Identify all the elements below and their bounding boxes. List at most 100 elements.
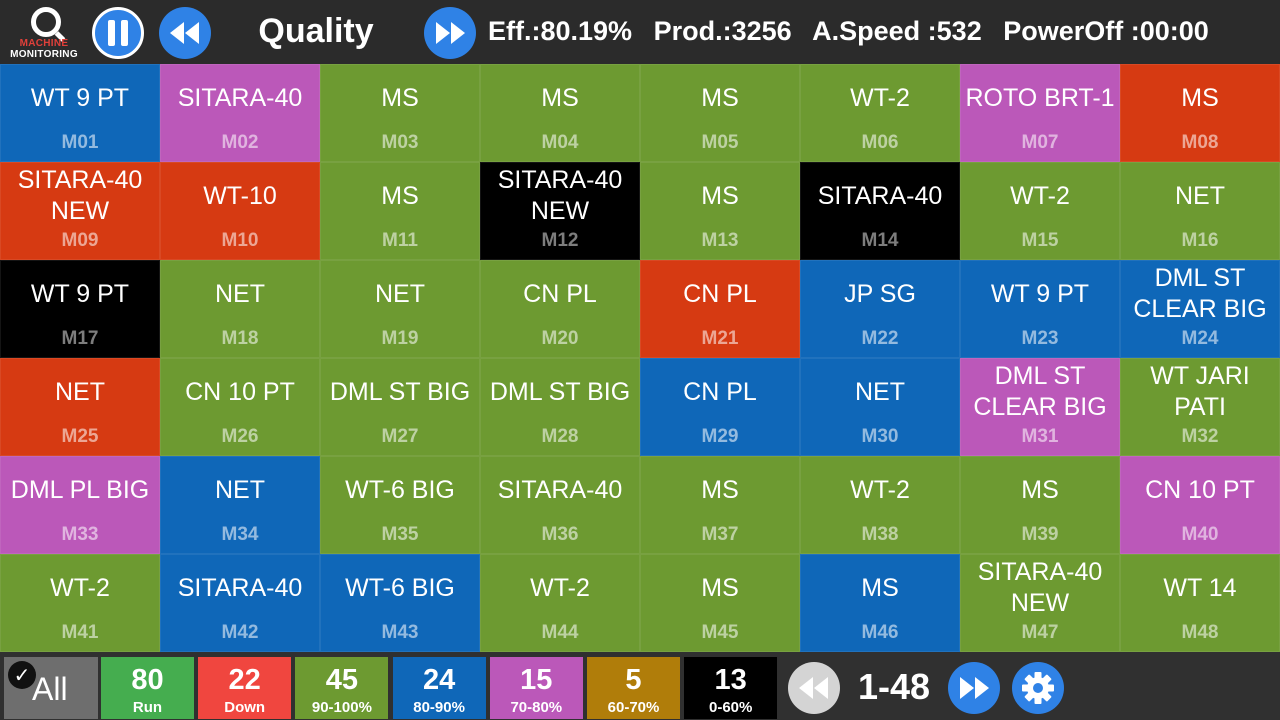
machine-product-name: MS — [1181, 83, 1219, 112]
machine-tile[interactable]: DML ST BIG M27 — [320, 358, 480, 456]
filter-count: 13 — [714, 664, 747, 696]
view-title: Quality — [258, 12, 374, 50]
pause-button[interactable] — [92, 7, 144, 59]
machine-product-name: SITARA-40 NEW — [497, 166, 623, 225]
machine-product-name: MS — [381, 83, 419, 112]
machine-tile[interactable]: NET M16 — [1120, 162, 1280, 260]
machine-tile[interactable]: WT-2 M38 — [800, 456, 960, 554]
machine-tile[interactable]: MS M46 — [800, 554, 960, 652]
check-icon: ✓ — [8, 661, 36, 689]
machine-product-name: DML ST CLEAR BIG — [1133, 264, 1267, 323]
machine-tile[interactable]: WT 14 M48 — [1120, 554, 1280, 652]
status-filter-button[interactable]: 80 Run — [101, 657, 194, 719]
machine-tile[interactable]: NET M18 — [160, 260, 320, 358]
filter-label: 70-80% — [510, 699, 563, 716]
power-off-stat: PowerOff :00:00 — [1003, 16, 1209, 46]
machine-id: M14 — [861, 230, 899, 251]
machine-tile[interactable]: MS M08 — [1120, 64, 1280, 162]
status-filter-button[interactable]: 5 60-70% — [587, 657, 680, 719]
machine-tile[interactable]: SITARA-40 M42 — [160, 554, 320, 652]
rewind-icon — [799, 677, 828, 699]
machine-tile[interactable]: CN PL M29 — [640, 358, 800, 456]
machine-tile[interactable]: SITARA-40 NEW M09 — [0, 162, 160, 260]
machine-tile[interactable]: MS M11 — [320, 162, 480, 260]
status-filter-button[interactable]: 22 Down — [198, 657, 292, 719]
machine-id: M02 — [221, 132, 259, 153]
machine-id: M42 — [221, 622, 259, 643]
top-bar: MACHINE MONITORING Quality Eff.:80.19% P… — [0, 0, 1280, 64]
machine-tile[interactable]: WT-2 M06 — [800, 64, 960, 162]
machine-tile[interactable]: ROTO BRT-1 M07 — [960, 64, 1120, 162]
machine-tile[interactable]: WT-2 M41 — [0, 554, 160, 652]
machine-tile[interactable]: JP SG M22 — [800, 260, 960, 358]
machine-tile[interactable]: MS M13 — [640, 162, 800, 260]
machine-tile[interactable]: DML PL BIG M33 — [0, 456, 160, 554]
machine-tile[interactable]: MS M45 — [640, 554, 800, 652]
machine-tile[interactable]: NET M34 — [160, 456, 320, 554]
machine-tile[interactable]: WT-2 M44 — [480, 554, 640, 652]
machine-tile[interactable]: WT-2 M15 — [960, 162, 1120, 260]
machine-tile[interactable]: NET M30 — [800, 358, 960, 456]
machine-tile[interactable]: DML ST BIG M28 — [480, 358, 640, 456]
machine-tile[interactable]: WT 9 PT M23 — [960, 260, 1120, 358]
machine-tile[interactable]: WT-10 M10 — [160, 162, 320, 260]
machine-tile[interactable]: WT-6 BIG M43 — [320, 554, 480, 652]
machine-tile[interactable]: MS M37 — [640, 456, 800, 554]
machine-tile[interactable]: SITARA-40 M36 — [480, 456, 640, 554]
filter-count: 15 — [520, 664, 553, 696]
machine-tile[interactable]: WT JARI PATI M32 — [1120, 358, 1280, 456]
machine-tile[interactable]: MS M03 — [320, 64, 480, 162]
machine-product-name: MS — [541, 83, 579, 112]
machine-id: M36 — [541, 524, 579, 545]
machine-id: M04 — [541, 132, 579, 153]
filter-label: 80-90% — [413, 699, 465, 716]
status-filter-button[interactable]: 45 90-100% — [295, 657, 389, 719]
machine-tile[interactable]: WT 9 PT M01 — [0, 64, 160, 162]
machine-tile[interactable]: DML ST CLEAR BIG M31 — [960, 358, 1120, 456]
machine-id: M21 — [701, 328, 739, 349]
machine-product-name: CN PL — [683, 279, 757, 308]
machine-tile[interactable]: SITARA-40 M14 — [800, 162, 960, 260]
filter-count: 24 — [422, 664, 456, 696]
machine-id: M11 — [382, 230, 418, 251]
page-range: 1-48 — [857, 666, 931, 707]
machine-tile[interactable]: CN 10 PT M40 — [1120, 456, 1280, 554]
filter-all-button[interactable]: ✓ All — [4, 657, 98, 719]
machine-tile[interactable]: MS M39 — [960, 456, 1120, 554]
status-filter-button[interactable]: 13 0-60% — [684, 657, 778, 719]
logo-text-monitoring: MONITORING — [10, 49, 78, 60]
machine-id: M37 — [701, 524, 739, 545]
machine-tile[interactable]: CN PL M21 — [640, 260, 800, 358]
machine-tile[interactable]: SITARA-40 NEW M12 — [480, 162, 640, 260]
machine-tile[interactable]: DML ST CLEAR BIG M24 — [1120, 260, 1280, 358]
machine-id: M23 — [1021, 328, 1059, 349]
machine-tile[interactable]: WT 9 PT M17 — [0, 260, 160, 358]
status-filter-button[interactable]: 15 70-80% — [489, 657, 583, 719]
machine-product-name: DML ST BIG — [489, 377, 631, 406]
machine-id: M40 — [1181, 524, 1219, 545]
machine-tile[interactable]: CN PL M20 — [480, 260, 640, 358]
machine-id: M06 — [861, 132, 899, 153]
previous-view-button[interactable] — [159, 7, 211, 59]
machine-id: M12 — [541, 230, 579, 251]
bottom-bar: ✓ All 80 Run 22 Down 45 90-100% 24 80-90% 15 70-8… — [0, 654, 1280, 720]
next-page-button[interactable] — [948, 662, 1000, 714]
machine-product-name: MS — [861, 573, 899, 602]
machine-tile[interactable]: MS M04 — [480, 64, 640, 162]
machine-tile[interactable]: CN 10 PT M26 — [160, 358, 320, 456]
machine-tile[interactable]: WT-6 BIG M35 — [320, 456, 480, 554]
machine-id: M31 — [1021, 426, 1059, 447]
next-view-button[interactable] — [424, 7, 476, 59]
filter-count: 5 — [625, 664, 642, 696]
machine-product-name: SITARA-40 — [177, 573, 303, 602]
previous-page-button[interactable] — [788, 662, 840, 714]
machine-tile[interactable]: NET M25 — [0, 358, 160, 456]
machine-tile[interactable]: MS M05 — [640, 64, 800, 162]
filter-label: 90-100% — [311, 699, 372, 716]
settings-button[interactable] — [1012, 662, 1064, 714]
gear-icon — [1022, 672, 1054, 704]
machine-tile[interactable]: SITARA-40 M02 — [160, 64, 320, 162]
status-filter-button[interactable]: 24 80-90% — [392, 657, 486, 719]
machine-tile[interactable]: SITARA-40 NEW M47 — [960, 554, 1120, 652]
machine-tile[interactable]: NET M19 — [320, 260, 480, 358]
